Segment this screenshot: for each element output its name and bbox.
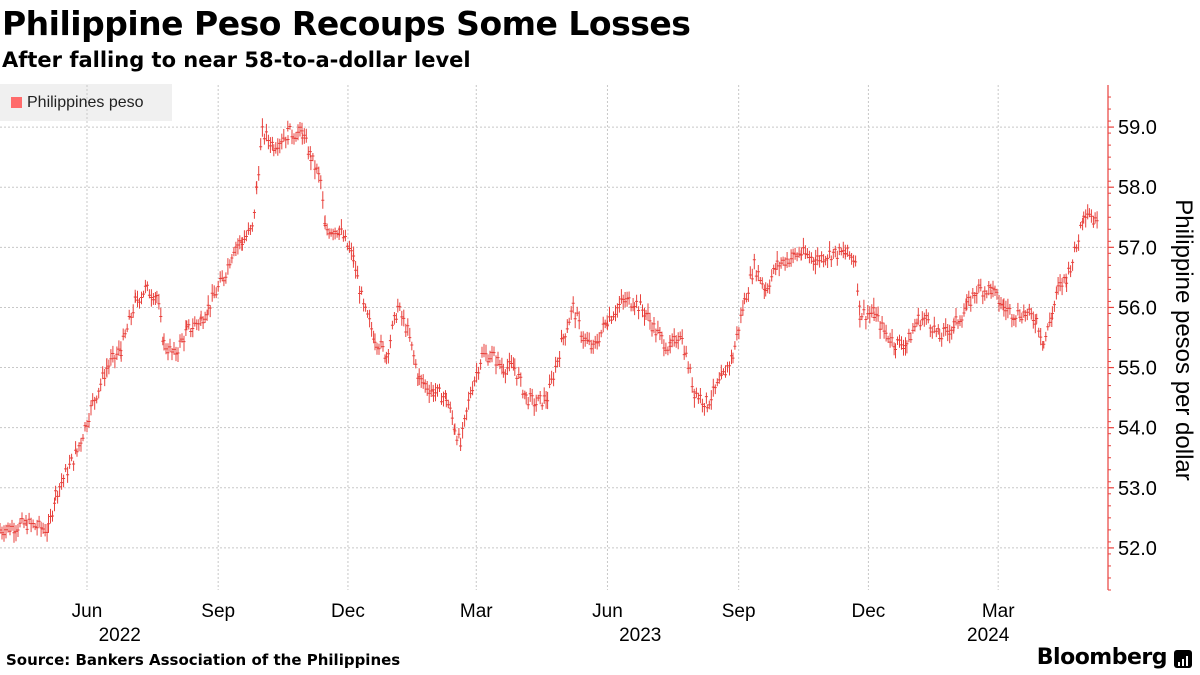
x-year-label: 2023 [619,625,661,646]
y-tick-label: 59.0 [1118,117,1157,139]
y-tick-label: 56.0 [1118,297,1157,319]
legend-swatch [11,97,22,108]
series-line-peso [0,118,1099,543]
series-peso [0,118,1099,543]
y-tick-label: 55.0 [1118,358,1157,380]
y-tick-label: 52.0 [1118,538,1157,560]
x-year-label: 2024 [967,625,1010,646]
x-tick-label: Mar [460,601,493,622]
x-tick-label: Dec [852,601,886,622]
y-axis: 52.0 53.0 54.0 55.0 56.0 57.0 58.0 59.0 Philippi… [1107,85,1197,591]
x-tick-label: Sep [201,601,235,622]
brand-logo: Bloomberg [1036,645,1168,670]
legend: Philippines peso [0,84,172,121]
y-tick-label: 58.0 [1118,177,1157,199]
x-year-label: 2022 [99,625,141,646]
x-tick-label: Jun [592,601,623,622]
x-axis-labels: Jun Sep Dec Mar Jun Sep Dec Mar 2022 2023 2024 [72,601,1016,646]
chart-subtitle: After falling to near 58-to-a-dollar lev… [2,48,471,72]
y-tick-label: 57.0 [1118,237,1157,259]
x-tick-label: Sep [722,601,756,622]
source-note: Source: Bankers Association of the Phili… [6,651,401,669]
x-tick-label: Jun [72,601,103,622]
y-tick-label: 53.0 [1118,478,1157,500]
chart-title: Philippine Peso Recoups Some Losses [2,4,691,43]
y-tick-label: 54.0 [1118,418,1157,440]
x-tick-label: Dec [331,601,365,622]
y-axis-label: Philippine pesos per dollar [1170,199,1197,481]
legend-label: Philippines peso [27,93,144,111]
bloomberg-terminal-icon [1174,650,1192,668]
x-tick-label: Mar [982,601,1015,622]
